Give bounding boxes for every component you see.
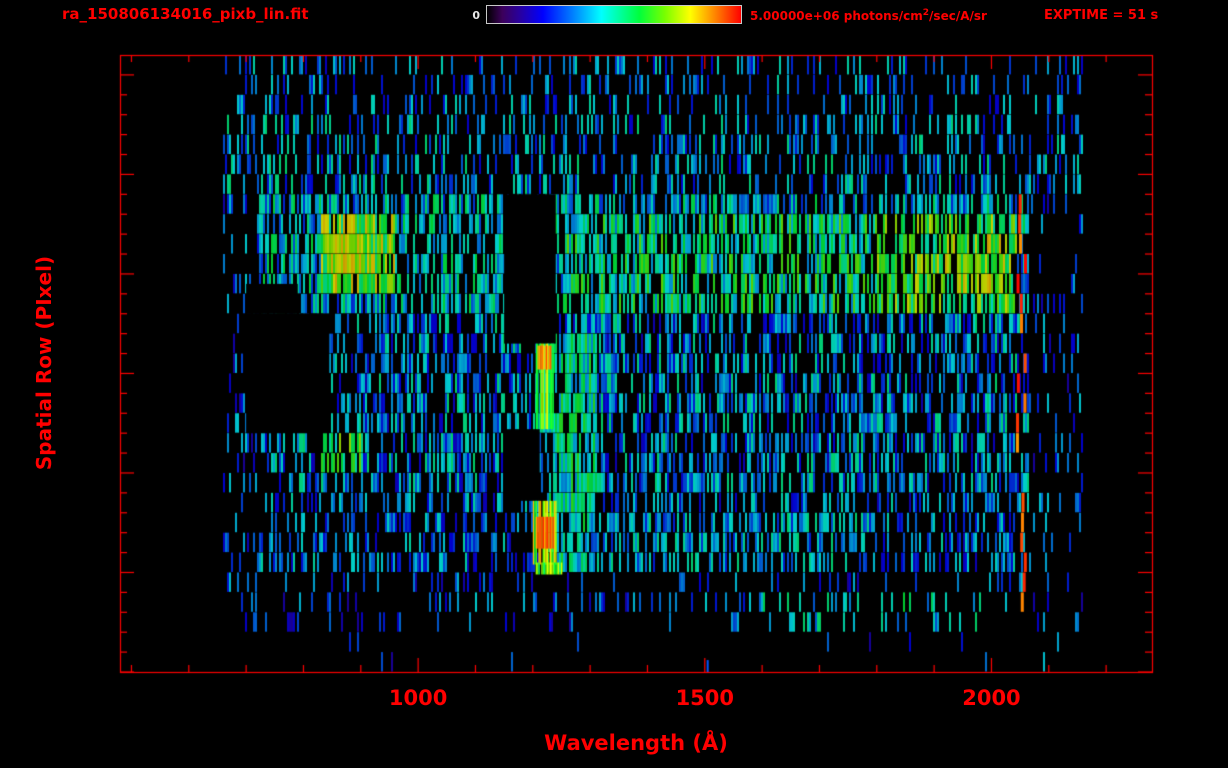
colorbar-max-value: 5.00000e+06 photons/cm (750, 9, 923, 23)
filename-title: ra_150806134016_pixb_lin.fit (62, 5, 309, 23)
x-tick-label: 2000 (962, 686, 1021, 710)
y-tick-labels: 051015202530 (0, 0, 112, 768)
x-tick-label: 1000 (388, 686, 448, 710)
colorbar-min-label: 0 (472, 9, 480, 22)
x-tick-labels: 1000 1500 2000 (0, 686, 1228, 712)
x-axis-label: Wavelength (Å) (544, 731, 728, 755)
colorbar-units-suffix: /sec/A/sr (929, 9, 987, 23)
colorbar-units-superscript: 2 (922, 8, 930, 18)
colorbar-max-label: 5.00000e+06 photons/cm2/sec/A/sr (750, 8, 987, 23)
y-axis-label: Spatial Row (PIxel) (32, 255, 56, 471)
colorbar-gradient (486, 5, 742, 24)
x-tick-label: 1500 (675, 686, 735, 710)
exptime-label: EXPTIME = 51 s (1044, 8, 1159, 23)
